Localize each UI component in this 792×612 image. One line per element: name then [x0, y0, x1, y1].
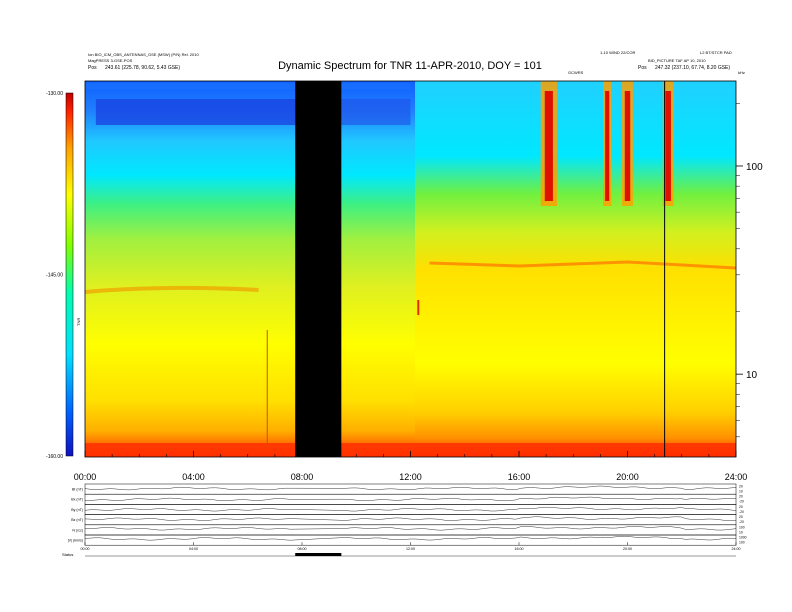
bottom-panel-tick-label: 20 [739, 505, 743, 509]
x-tick-label: 08:00 [291, 472, 314, 482]
data-gap [295, 81, 342, 457]
bottom-x-tick-label: 24:00 [732, 547, 741, 551]
y-axis: 10 100 [736, 103, 763, 438]
bottom-x-tick-label: 16:00 [515, 547, 524, 551]
bottom-x-tick-label: 04:00 [189, 547, 198, 551]
x-tick-label: 04:00 [182, 472, 205, 482]
low-intensity-band [85, 83, 411, 89]
chart-title: Dynamic Spectrum for TNR 11-APR-2010, DO… [278, 60, 542, 72]
bottom-panel-tick-label: 100 [739, 541, 745, 545]
narrowband-line [664, 81, 666, 457]
bottom-panel-tick-label: 20 [739, 485, 743, 489]
khz-unit-label: kHz [738, 70, 745, 75]
bottom-panel-trace [84, 516, 737, 521]
status-label: Status [62, 552, 73, 557]
bottom-red-band [85, 443, 736, 457]
status-gap-marker [295, 553, 342, 556]
bottom-panel-label: By (nT) [71, 508, 83, 512]
bottom-panel-label: Bx (nT) [71, 498, 83, 502]
header-right-line2: L2 BT/STCR PAD [700, 50, 732, 55]
emission-line [429, 260, 737, 270]
spike-feature [417, 300, 420, 315]
bottom-x-tick-label: 00:00 [81, 547, 90, 551]
spectrogram-features [84, 81, 737, 457]
y-tick-label: 10 [746, 370, 758, 381]
colorbar-label: TNR [76, 318, 81, 326]
low-intensity-band [95, 99, 296, 125]
bottom-panel-tick-label: -20 [739, 520, 744, 524]
x-tick-label: 00:00 [74, 472, 97, 482]
spectrogram-background-right [415, 81, 736, 457]
bottom-panel-tick-label: -20 [739, 510, 744, 514]
bottom-x-tick-label: 12:00 [406, 547, 415, 551]
bottom-panel-trace [84, 485, 737, 491]
colorbar-tick-label: -160.00 [46, 454, 63, 460]
spectrogram-background-left [85, 81, 415, 457]
colorbar-tick-label: -130.00 [46, 91, 63, 97]
bottom-x-tick-label: 20:00 [623, 547, 632, 551]
bottom-panel-trace [84, 496, 737, 502]
bottom-panel-tick-label: 20 [739, 515, 743, 519]
bottom-panel-trace [84, 506, 737, 512]
bottom-panel-label: N (/cc) [72, 528, 83, 532]
bottom-panel-tick-label: 1000 [739, 536, 747, 540]
header-left-pos-label: Pos [88, 65, 97, 71]
colorbar [65, 92, 74, 457]
x-tick-label: 20:00 [616, 472, 639, 482]
header-center-small: GCWRS [568, 70, 584, 75]
x-tick-label: 24:00 [725, 472, 748, 482]
radio-burst-core [624, 91, 631, 201]
header-right-line3: BID_PICTURE TAF AP 10, 2010 [648, 58, 706, 63]
bottom-panel-label: Bt (nT) [72, 488, 83, 492]
spectrogram [85, 81, 736, 457]
bottom-panel-label: |V| (km/s) [68, 539, 83, 543]
spike-feature [266, 330, 268, 450]
bottom-panel-frame [84, 483, 737, 495]
x-tick-label: 16:00 [508, 472, 531, 482]
y-tick-label: 100 [746, 162, 763, 173]
bottom-panel-trace [84, 536, 737, 541]
bottom-panel-tick-label: 10 [739, 490, 743, 494]
x-tick-label: 12:00 [399, 472, 422, 482]
bottom-panel-tick-label: -20 [739, 500, 744, 504]
bottom-panel-tick-label: 10 [739, 530, 743, 534]
colorbar-tick-label: -145.00 [46, 273, 63, 279]
radio-burst-core [605, 91, 610, 201]
low-intensity-band [341, 99, 411, 125]
bottom-x-tick-label: 08:00 [298, 547, 307, 551]
header-left-line1: Ion BIO_ICM_OBS_ANTENNAS_GSE (MSW) (P/N)… [88, 52, 199, 57]
bottom-panel-tick-label: 100 [739, 525, 745, 529]
header-left-pos-value: 243.61 (225.78, 90.62, 5.43 GSE) [105, 65, 180, 71]
bottom-panel-label: Bz (nT) [71, 518, 83, 522]
x-axis: 00:00 04:00 08:00 12:00 16:00 20:00 24:00 [74, 451, 748, 482]
bottom-panel-tick-label: 20 [739, 495, 743, 499]
radio-burst-core [544, 91, 553, 201]
bottom-panel-frame [84, 524, 737, 536]
emission-line [84, 285, 259, 294]
header-right-line1: 1-10 WIND 22/COR [600, 50, 635, 55]
header-right-pos-value: 247.32 (237.10, 67.74, 8.20 GSE) [655, 65, 730, 71]
radio-burst-core [665, 91, 671, 201]
bottom-panel-trace [84, 526, 737, 531]
header-right-pos-label: Pos [638, 65, 647, 71]
header-left-line2: MagPRESS 3-GSE-POS [88, 58, 133, 63]
colorbar-ticks: -130.00 -145.00 -160.00 [46, 91, 63, 460]
